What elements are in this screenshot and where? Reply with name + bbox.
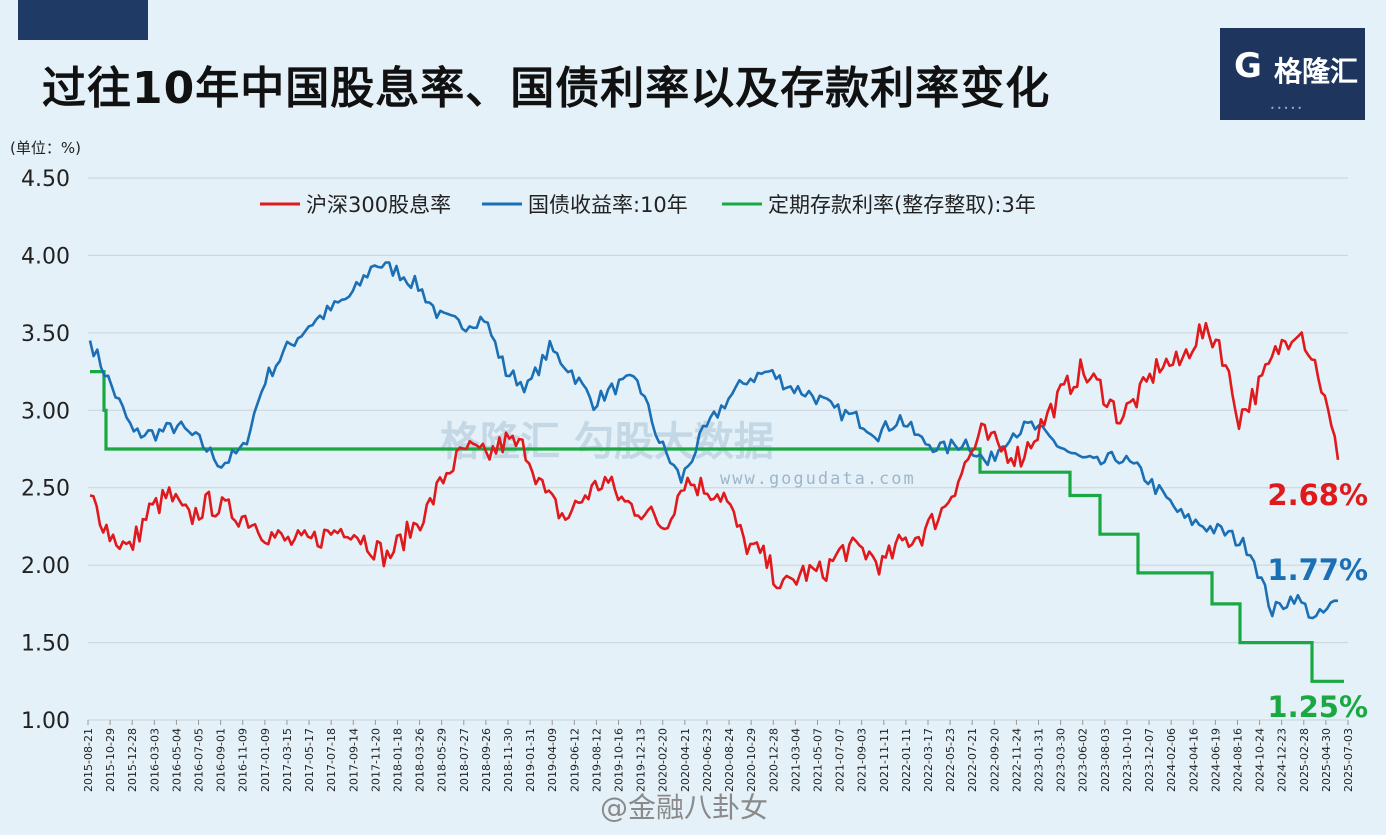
x-tick-label: 2023-03-30 xyxy=(1055,728,1068,792)
x-tick-label: 2021-03-04 xyxy=(789,728,802,792)
watermark-text: 格隆汇 勾股大数据 xyxy=(440,419,774,465)
logo-name: 格隆汇 xyxy=(1274,55,1359,88)
end-value-label: 1.77% xyxy=(1267,553,1368,587)
x-tick-label: 2017-07-18 xyxy=(325,728,338,792)
x-tick-label: 2016-03-03 xyxy=(148,728,161,792)
x-tick-label: 2019-10-16 xyxy=(613,728,626,792)
x-tick-label: 2019-01-31 xyxy=(524,728,537,792)
x-tick-label: 2021-09-03 xyxy=(856,728,869,792)
x-tick-label: 2023-08-03 xyxy=(1099,728,1112,792)
dividend-yield-line xyxy=(89,321,1340,590)
x-tick-label: 2019-12-13 xyxy=(635,728,648,792)
x-tick-label: 2020-10-29 xyxy=(745,728,758,792)
x-tick-label: 2022-05-23 xyxy=(944,728,957,792)
x-tick-label: 2021-11-11 xyxy=(878,728,891,792)
chart-title: 过往10年中国股息率、国债利率以及存款利率变化 xyxy=(42,63,1051,114)
treasury-yield-line xyxy=(88,261,1339,620)
y-tick-label: 1.50 xyxy=(21,632,70,657)
x-tick-label: 2022-01-11 xyxy=(900,728,913,792)
x-tick-label: 2016-05-04 xyxy=(170,728,183,792)
x-tick-label: 2020-04-21 xyxy=(679,728,692,792)
x-tick-label: 2018-03-26 xyxy=(414,728,427,792)
watermark-url: www.gogudata.com xyxy=(720,469,916,489)
x-tick-label: 2024-04-16 xyxy=(1187,728,1200,792)
x-tick-label: 2025-02-28 xyxy=(1298,728,1311,792)
x-tick-label: 2022-07-21 xyxy=(966,728,979,792)
x-tick-label: 2025-07-03 xyxy=(1342,728,1355,792)
x-tick-label: 2018-11-30 xyxy=(502,728,515,792)
x-tick-label: 2024-06-19 xyxy=(1209,728,1222,792)
x-tick-label: 2022-11-24 xyxy=(1010,728,1023,792)
y-tick-label: 2.50 xyxy=(21,477,70,502)
x-tick-label: 2021-05-07 xyxy=(811,728,824,792)
x-tick-label: 2020-02-20 xyxy=(657,728,670,792)
end-value-label: 2.68% xyxy=(1267,478,1368,512)
y-tick-label: 2.00 xyxy=(21,554,70,579)
x-tick-label: 2021-07-07 xyxy=(834,728,847,792)
x-tick-label: 2020-12-28 xyxy=(767,728,780,792)
x-tick-label: 2019-08-12 xyxy=(590,728,603,792)
y-tick-label: 4.00 xyxy=(21,244,70,269)
x-tick-label: 2015-10-29 xyxy=(104,728,117,792)
x-tick-label: 2016-11-09 xyxy=(237,728,250,792)
x-tick-label: 2023-01-31 xyxy=(1033,728,1046,792)
x-tick-label: 2017-11-20 xyxy=(369,728,382,792)
x-tick-label: 2023-10-10 xyxy=(1121,728,1134,792)
x-tick-label: 2020-08-24 xyxy=(723,728,736,792)
brand-logo: G 格隆汇 ••••• xyxy=(1220,28,1365,120)
x-tick-label: 2025-04-30 xyxy=(1320,728,1333,792)
x-tick-label: 2024-10-24 xyxy=(1254,728,1267,792)
x-tick-label: 2016-09-01 xyxy=(215,728,228,792)
logo-mark: G xyxy=(1234,46,1262,86)
unit-label: (单位：%) xyxy=(10,139,81,157)
x-tick-label: 2019-06-12 xyxy=(568,728,581,792)
x-tick-label: 2017-03-15 xyxy=(281,728,294,792)
x-tick-label: 2022-03-17 xyxy=(922,728,935,792)
logo-dots: ••••• xyxy=(1270,104,1305,113)
deposit-rate-line xyxy=(90,370,1344,683)
x-tick-label: 2018-01-18 xyxy=(391,728,404,792)
x-tick-label: 2024-08-16 xyxy=(1231,728,1244,792)
x-tick-label: 2018-07-27 xyxy=(458,728,471,792)
y-tick-label: 4.50 xyxy=(21,167,70,192)
x-tick-label: 2017-09-14 xyxy=(347,728,360,792)
end-value-label: 1.25% xyxy=(1267,690,1368,724)
x-tick-label: 2015-08-21 xyxy=(82,728,95,792)
corner-tab xyxy=(18,0,148,40)
y-tick-label: 3.50 xyxy=(21,322,70,347)
x-tick-label: 2015-12-28 xyxy=(126,728,139,792)
x-tick-label: 2019-04-09 xyxy=(546,728,559,792)
x-tick-label: 2018-05-29 xyxy=(436,728,449,792)
x-tick-label: 2023-06-02 xyxy=(1077,728,1090,792)
weibo-watermark: @金融八卦女 xyxy=(600,791,769,824)
x-tick-label: 2017-05-17 xyxy=(303,728,316,792)
x-tick-label: 2024-02-06 xyxy=(1165,728,1178,792)
x-tick-label: 2018-09-26 xyxy=(480,728,493,792)
legend-label: 定期存款利率(整存整取):3年 xyxy=(768,193,1036,217)
legend-label: 国债收益率:10年 xyxy=(528,193,688,217)
x-tick-label: 2016-07-05 xyxy=(193,728,206,792)
x-tick-label: 2023-12-07 xyxy=(1143,728,1156,792)
y-tick-label: 3.00 xyxy=(21,399,70,424)
legend-label: 沪深300股息率 xyxy=(306,193,451,217)
x-tick-label: 2024-12-23 xyxy=(1276,728,1289,792)
y-tick-label: 1.00 xyxy=(21,709,70,734)
x-tick-label: 2020-06-23 xyxy=(701,728,714,792)
x-tick-label: 2017-01-09 xyxy=(259,728,272,792)
x-tick-label: 2022-09-20 xyxy=(988,728,1001,792)
